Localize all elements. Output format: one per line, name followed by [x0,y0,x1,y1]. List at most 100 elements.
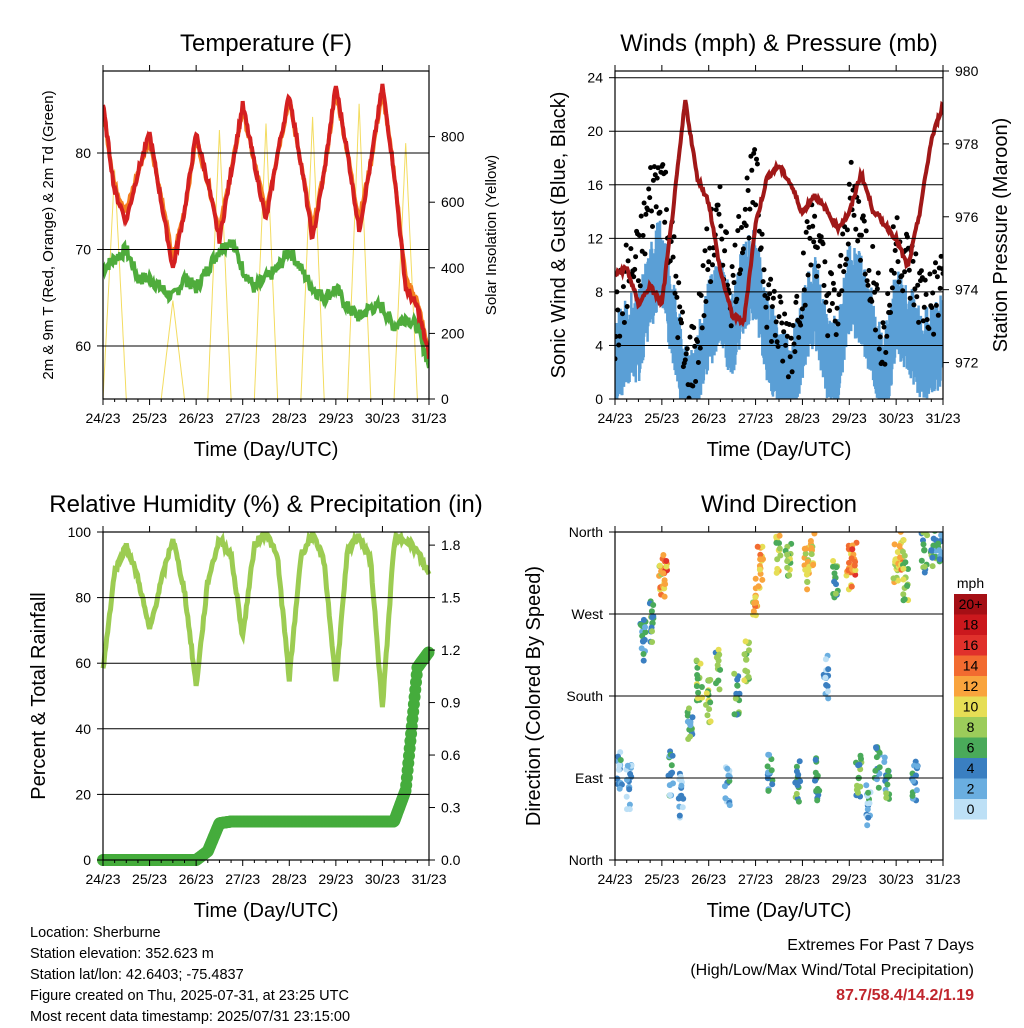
direction-point [793,763,800,770]
gust-point [859,232,864,238]
direction-point [656,562,663,569]
gust-point [752,147,758,153]
direction-point [776,532,783,539]
gust-point [865,282,871,288]
direction-point [900,537,907,543]
x-tick-label: 31/23 [925,410,960,426]
direction-point [768,767,775,774]
gust-point [693,379,699,384]
gust-point [787,354,793,360]
direction-point [736,690,743,697]
gust-point [663,169,669,175]
direction-point [793,790,800,797]
panel-4: Wind Direction North East South West North 24/… [523,491,987,922]
direction-point [765,787,772,794]
direction-point [804,579,811,585]
colorbar-label: 12 [963,678,979,694]
y-tick-label: 16 [587,177,603,193]
direction-point [812,756,819,763]
direction-point [750,608,757,615]
direction-point [825,666,832,673]
direction-point [852,567,859,574]
gust-point [763,304,769,310]
x-tick-label: 24/23 [597,410,632,426]
gust-point [858,257,863,263]
direction-point [864,806,871,813]
gust-point [758,245,764,251]
direction-point [716,686,723,693]
direction-point [937,521,943,527]
direction-point [759,543,766,550]
direction-point [795,798,802,805]
direction-point [660,552,667,558]
gust-point [770,295,776,301]
direction-point [825,688,831,695]
direction-point [626,786,633,793]
direction-point [793,768,800,775]
direction-point [714,662,721,669]
direction-point [649,614,656,621]
gust-point [707,245,713,251]
gust-point [883,350,889,355]
direction-point [756,566,763,573]
gust-point [860,213,866,219]
direction-point [678,782,685,789]
direction-point [687,722,694,729]
direction-point [873,745,880,752]
gust-point [724,230,729,236]
y-tick-label: South [566,688,603,704]
series-2m-temperature [103,83,429,359]
y-tick-label: 0 [595,391,603,407]
gust-point [830,280,836,286]
direction-point [642,624,648,631]
gust-point [700,263,706,269]
gust-point [833,332,839,338]
gust-point [794,293,800,299]
direction-point [693,683,700,690]
y-tick-label: 4 [595,337,603,353]
gust-point [662,219,668,225]
direction-point [746,647,752,654]
direction-point [741,651,748,658]
gust-point [673,273,679,279]
gust-point [713,207,719,213]
gust-point [781,329,787,335]
y-tick-label: 12 [587,230,603,246]
y-tick-label: 100 [68,524,92,540]
series-wind-direction [615,521,943,829]
gust-point [740,250,745,256]
gust-point [636,233,642,238]
y2-tick-label: 972 [955,355,979,371]
direction-point [731,670,738,677]
gust-point [798,322,804,328]
direction-point [734,676,741,683]
x-tick-label: 28/23 [272,410,307,426]
gust-point [664,207,669,213]
gust-point [789,369,795,375]
gust-point [934,274,940,280]
direction-point [794,782,801,789]
direction-point [900,591,907,598]
colorbar-label: 20+ [959,596,983,612]
gust-point [620,311,625,317]
gust-point [764,324,770,330]
direction-point [808,532,812,533]
gust-point [643,211,649,217]
extremes-subtitle: (High/Low/Max Wind/Total Precipitation) [690,962,974,979]
gust-point [660,162,666,168]
direction-point [615,766,622,773]
direction-point [707,699,714,706]
y-tick-label: 70 [75,241,91,257]
gust-point [932,269,938,275]
gust-point [876,346,882,352]
gust-point [923,292,929,297]
location-text: Location: Sherburne [30,925,161,941]
direction-point [848,583,855,590]
direction-point [784,558,791,565]
gust-point [706,259,712,265]
direction-point [623,793,630,800]
panel-title: Relative Humidity (%) & Precipitation (i… [49,491,482,518]
direction-point [801,562,808,569]
direction-point [848,555,855,562]
gust-point [921,304,927,310]
